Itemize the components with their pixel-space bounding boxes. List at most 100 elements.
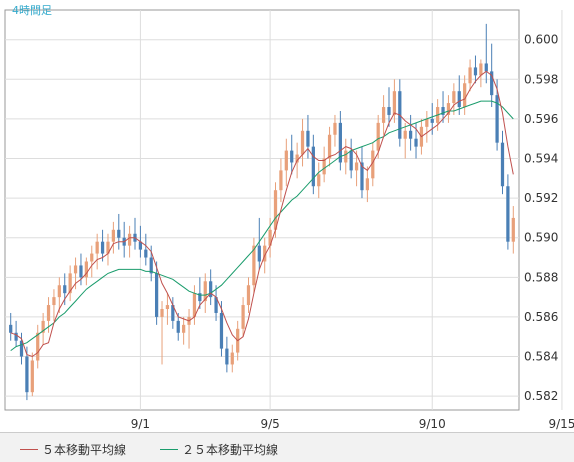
candle-body (425, 118, 429, 127)
ma5-line (10, 70, 514, 358)
candle-body (9, 324, 13, 333)
candle-body (414, 138, 418, 147)
candlestick-chart: 0.582 0.584 0.586 0.588 0.590 0.592 0.594 0.596… (4, 4, 574, 431)
candle-body (46, 305, 51, 321)
x-tick-label: 9/15 (548, 417, 574, 431)
candle-body (111, 229, 116, 242)
candle-body (446, 103, 451, 115)
candle-body (408, 130, 413, 139)
x-axis: 9/1 9/5 9/10 9/15 (131, 417, 574, 431)
candle-body (90, 253, 94, 262)
candle-body (144, 249, 148, 258)
candle-body (300, 130, 305, 155)
candle-body (63, 285, 67, 294)
legend-item-ma5: ５本移動平均線 (20, 441, 126, 458)
candle-body (154, 273, 159, 317)
candle-body (311, 146, 315, 187)
candle-body (295, 154, 299, 163)
x-tick-label: 9/1 (131, 417, 150, 431)
candle-body (441, 107, 445, 115)
candle-body (317, 174, 321, 187)
legend-item-ma25: ２５本移動平均線 (160, 441, 278, 458)
candle-body (430, 118, 434, 123)
candle-body (354, 162, 359, 171)
candle-body (95, 241, 99, 254)
y-tick-label: 0.584 (524, 350, 558, 364)
y-tick-label: 0.596 (524, 112, 558, 126)
legend: ５本移動平均線 ２５本移動平均線 (0, 432, 574, 462)
candle-body (219, 312, 224, 349)
candle-body (490, 71, 494, 96)
candle-body (344, 150, 348, 163)
candle-body (241, 305, 245, 329)
candle-body (273, 190, 278, 230)
candle-body (252, 245, 256, 286)
candle-body (192, 293, 197, 317)
candles (9, 23, 515, 401)
candle-body (79, 265, 83, 278)
candle-body (246, 285, 251, 306)
y-tick-label: 0.590 (524, 231, 558, 245)
ma5-swatch (20, 449, 38, 450)
y-tick-label: 0.592 (524, 191, 558, 205)
legend-label-ma25: ２５本移動平均線 (182, 443, 279, 457)
x-tick-label: 9/10 (419, 417, 446, 431)
candle-body (198, 293, 202, 302)
candle-body (84, 261, 88, 278)
candle-body (106, 241, 110, 254)
ma25-swatch (160, 449, 178, 450)
legend-label-ma5: ５本移動平均線 (42, 443, 127, 457)
candle-body (214, 297, 218, 313)
candle-body (203, 281, 207, 302)
candle-body (225, 348, 229, 365)
candle-body (73, 265, 78, 274)
candle-body (290, 150, 294, 163)
timeframe-label: 4時間足 (12, 4, 52, 17)
candle-body (452, 91, 456, 104)
candle-body (209, 281, 213, 298)
plot-frame (4, 9, 520, 411)
candle-body (381, 107, 386, 123)
candle-body (117, 229, 121, 238)
y-tick-label: 0.598 (524, 72, 558, 86)
candle-body (268, 229, 272, 246)
candle-body (506, 186, 510, 242)
candle-body (473, 67, 478, 76)
candle-body (457, 91, 461, 108)
candle-body (160, 309, 164, 317)
candle-body (257, 245, 261, 262)
y-tick-label: 0.594 (524, 152, 558, 166)
candle-body (387, 107, 391, 115)
x-tick-label: 9/5 (260, 417, 279, 431)
candle-body (149, 257, 153, 274)
candle-body (171, 305, 175, 321)
candle-body (463, 83, 467, 108)
candle-body (68, 273, 72, 294)
candle-body (511, 217, 515, 242)
candle-body (322, 158, 326, 175)
candle-body (19, 340, 24, 357)
candle-body (479, 63, 483, 76)
candle-body (484, 63, 488, 72)
candle-body (263, 245, 267, 262)
y-axis: 0.582 0.584 0.586 0.588 0.590 0.592 0.594 0.596… (524, 33, 558, 403)
candle-body (306, 130, 310, 147)
candle-body (500, 142, 505, 187)
candle-body (327, 134, 332, 159)
y-tick-label: 0.582 (524, 389, 558, 403)
candle-body (360, 162, 364, 191)
candle-body (376, 122, 380, 151)
moving-averages (10, 70, 514, 358)
candle-body (284, 150, 288, 171)
candle-body (230, 352, 234, 365)
candle-body (57, 285, 61, 298)
ma25-line (10, 100, 514, 352)
candle-body (495, 95, 499, 143)
candle-body (165, 305, 170, 310)
candle-body (176, 320, 180, 333)
candle-body (468, 67, 472, 84)
y-tick-label: 0.586 (524, 310, 558, 324)
candle-body (25, 356, 29, 393)
candle-body (371, 150, 375, 179)
candle-body (403, 130, 407, 139)
